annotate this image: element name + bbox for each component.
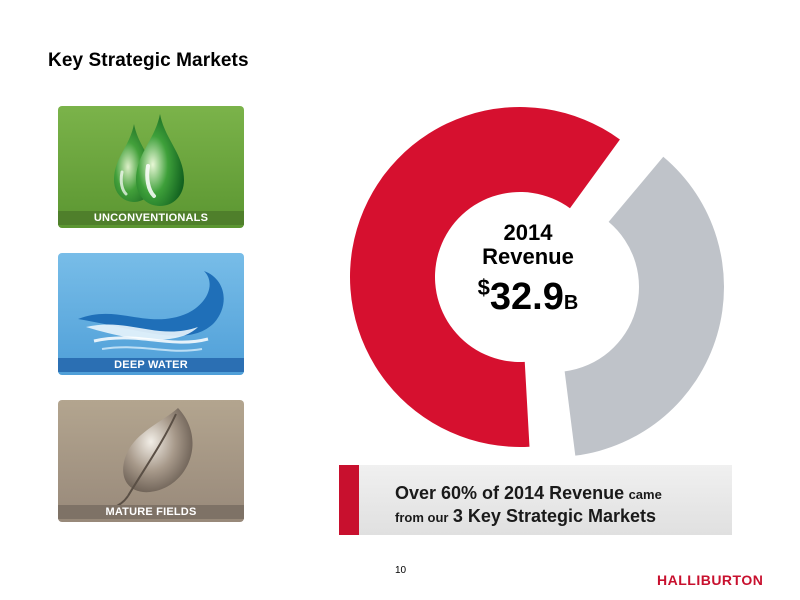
callout-accent-stripe xyxy=(339,465,359,535)
tile-unconventionals: UNCONVENTIONALS xyxy=(58,106,244,228)
donut-amount: $32.9B xyxy=(455,266,601,325)
callout-line-1-small: came xyxy=(628,487,662,502)
amount-unit: B xyxy=(563,292,579,314)
donut-year: 2014 xyxy=(503,220,553,245)
tile-deep-water: DEEP WATER xyxy=(58,253,244,375)
currency-symbol: $ xyxy=(477,275,490,300)
tile-mature-fields: MATURE FIELDS xyxy=(58,400,244,522)
water-drops-icon xyxy=(114,114,184,206)
donut-segment-strategic xyxy=(349,106,620,447)
callout-line-2-big: 3 Key Strategic Markets xyxy=(452,506,657,526)
callout-line-2-small: from our xyxy=(395,510,449,525)
revenue-donut-chart xyxy=(349,106,724,456)
callout-line-2: from our 3 Key Strategic Markets xyxy=(395,506,656,527)
tile-label: MATURE FIELDS xyxy=(58,505,244,519)
donut-label: Revenue xyxy=(482,244,574,269)
amount-value: 32.9 xyxy=(489,276,564,318)
page-number: 10 xyxy=(395,565,407,576)
tile-label: DEEP WATER xyxy=(58,358,244,372)
callout-line-1-big: Over 60% of 2014 Revenue xyxy=(395,483,625,503)
callout-line-1: Over 60% of 2014 Revenue came xyxy=(395,483,662,504)
company-logo: HALLIBURTON xyxy=(657,572,764,588)
wave-icon xyxy=(78,271,224,352)
leaf-icon xyxy=(111,408,193,509)
tile-label: UNCONVENTIONALS xyxy=(58,211,244,225)
donut-segment-other xyxy=(564,156,724,456)
callout-box: Over 60% of 2014 Revenue came from our 3… xyxy=(339,465,732,535)
slide-title: Key Strategic Markets xyxy=(48,50,249,71)
